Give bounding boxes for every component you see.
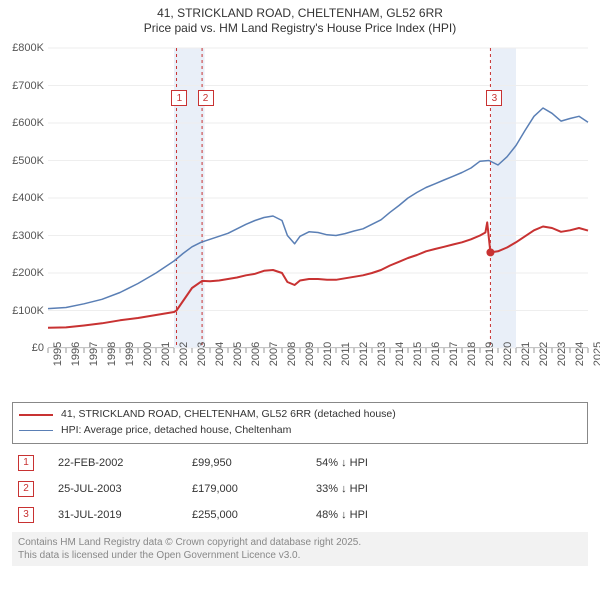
x-label: 2022: [538, 342, 550, 366]
sale-hpi: 54% ↓ HPI: [316, 457, 436, 469]
x-label: 2019: [484, 342, 496, 366]
x-label: 1995: [52, 342, 64, 366]
legend-label: 41, STRICKLAND ROAD, CHELTENHAM, GL52 6R…: [61, 407, 396, 423]
y-label: £800K: [12, 42, 44, 54]
x-label: 2015: [412, 342, 424, 366]
legend-label: HPI: Average price, detached house, Chel…: [61, 423, 291, 439]
x-label: 2012: [358, 342, 370, 366]
x-label: 2018: [466, 342, 478, 366]
sale-price: £179,000: [192, 483, 292, 495]
x-label: 2008: [286, 342, 298, 366]
price-dot: [486, 248, 494, 256]
x-label: 2004: [214, 342, 226, 366]
y-label: £100K: [12, 305, 44, 317]
chart-area: £0 £100K £200K £300K £400K £500K £600K £700K £80…: [0, 38, 600, 398]
x-label: 2014: [394, 342, 406, 366]
sale-date: 22-FEB-2002: [58, 457, 168, 469]
x-label: 2009: [304, 342, 316, 366]
x-label: 2025: [592, 342, 600, 366]
y-label: £700K: [12, 80, 44, 92]
x-label: 2001: [160, 342, 172, 366]
sale-hpi: 33% ↓ HPI: [316, 483, 436, 495]
x-label: 1998: [106, 342, 118, 366]
legend: 41, STRICKLAND ROAD, CHELTENHAM, GL52 6R…: [12, 402, 588, 444]
plot-marker-2: 2: [198, 90, 214, 106]
x-label: 2016: [430, 342, 442, 366]
sale-date: 31-JUL-2019: [58, 509, 168, 521]
legend-swatch: [19, 414, 53, 416]
attribution-line2: This data is licensed under the Open Gov…: [18, 549, 582, 562]
legend-item: HPI: Average price, detached house, Chel…: [19, 423, 581, 439]
x-label: 2002: [178, 342, 190, 366]
x-label: 2005: [232, 342, 244, 366]
x-label: 2010: [322, 342, 334, 366]
sale-marker: 2: [18, 481, 34, 497]
x-label: 1996: [70, 342, 82, 366]
plot-svg: [48, 48, 588, 348]
x-axis-labels: 1995199619971998199920002001200220032004…: [48, 354, 588, 398]
sale-marker: 3: [18, 507, 34, 523]
title-line2: Price paid vs. HM Land Registry's House …: [0, 21, 600, 36]
y-axis-labels: £0£100K£200K£300K£400K£500K£600K£700K£80…: [0, 48, 46, 348]
sale-marker: 1: [18, 455, 34, 471]
x-label: 2020: [502, 342, 514, 366]
x-label: 1999: [124, 342, 136, 366]
plot-marker-3: 3: [486, 90, 502, 106]
x-label: 2017: [448, 342, 460, 366]
y-label: £500K: [12, 155, 44, 167]
legend-swatch: [19, 430, 53, 431]
plot-area: 12 3: [48, 48, 588, 348]
x-label: 2023: [556, 342, 568, 366]
title-line1: 41, STRICKLAND ROAD, CHELTENHAM, GL52 6R…: [0, 6, 600, 21]
x-label: 2024: [574, 342, 586, 366]
sale-hpi: 48% ↓ HPI: [316, 509, 436, 521]
attribution: Contains HM Land Registry data © Crown c…: [12, 532, 588, 566]
y-label: £300K: [12, 230, 44, 242]
y-label: £600K: [12, 117, 44, 129]
y-label: £400K: [12, 192, 44, 204]
sales-table: 1 22-FEB-2002 £99,950 54% ↓ HPI 2 25-JUL-2003…: [12, 450, 588, 528]
y-label: £200K: [12, 267, 44, 279]
x-label: 1997: [88, 342, 100, 366]
legend-item: 41, STRICKLAND ROAD, CHELTENHAM, GL52 6R…: [19, 407, 581, 423]
sale-date: 25-JUL-2003: [58, 483, 168, 495]
plot-marker-1: 1: [171, 90, 187, 106]
x-label: 2007: [268, 342, 280, 366]
x-label: 2011: [340, 342, 352, 366]
x-label: 2000: [142, 342, 154, 366]
x-label: 2013: [376, 342, 388, 366]
x-label: 2021: [520, 342, 532, 366]
sale-row: 1 22-FEB-2002 £99,950 54% ↓ HPI: [12, 450, 588, 476]
sale-row: 3 31-JUL-2019 £255,000 48% ↓ HPI: [12, 502, 588, 528]
sale-price: £255,000: [192, 509, 292, 521]
x-label: 2003: [196, 342, 208, 366]
sale-price: £99,950: [192, 457, 292, 469]
attribution-line1: Contains HM Land Registry data © Crown c…: [18, 536, 582, 549]
chart-title: 41, STRICKLAND ROAD, CHELTENHAM, GL52 6R…: [0, 0, 600, 38]
x-label: 2006: [250, 342, 262, 366]
sale-row: 2 25-JUL-2003 £179,000 33% ↓ HPI: [12, 476, 588, 502]
y-label: £0: [32, 342, 44, 354]
